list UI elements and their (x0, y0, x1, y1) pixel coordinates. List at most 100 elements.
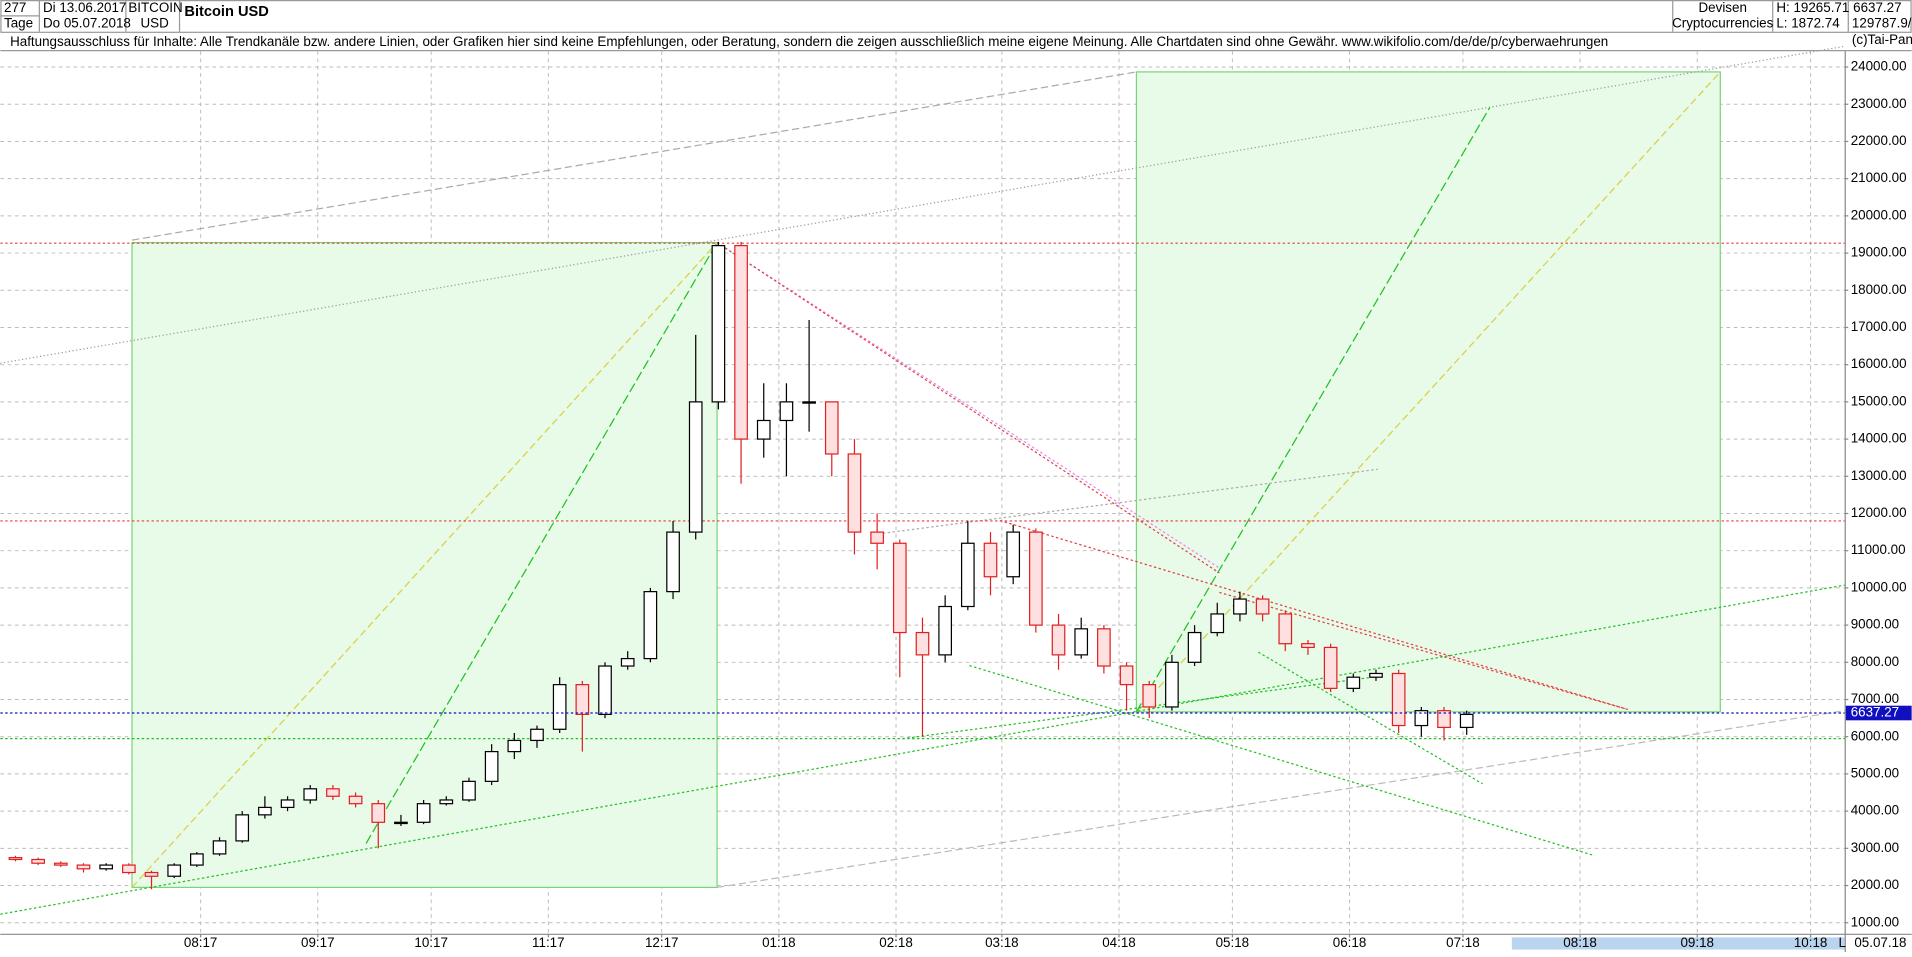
subgroup: Cryptocurrencies (1672, 15, 1774, 30)
x-tick-label: 01:18 (762, 935, 796, 950)
x-tick-label: 08:17 (184, 935, 218, 950)
candle-body (666, 531, 680, 593)
x-tick-label: 04:18 (1102, 935, 1136, 950)
y-tick-label: 1000.00 (1851, 914, 1899, 929)
candle-body (915, 631, 930, 656)
candle-body (870, 531, 884, 544)
candle-body (167, 864, 182, 877)
currency: USD (141, 15, 170, 30)
x-tick-label: 07:18 (1446, 935, 1480, 950)
candle-body (507, 739, 522, 753)
y-tick-label: 14000.00 (1851, 431, 1907, 446)
x-tick-label: 11:17 (532, 935, 565, 950)
candle-body (8, 857, 23, 861)
candle-body (1097, 628, 1111, 667)
candle-body (31, 858, 45, 864)
candle-body (1369, 672, 1383, 678)
candle-body (734, 245, 748, 440)
candle-body (1346, 676, 1361, 689)
candle-body (258, 806, 272, 816)
candle-body (1165, 661, 1179, 708)
y-tick-label: 22000.00 (1851, 133, 1907, 148)
candle-body (824, 401, 839, 455)
candle-body (53, 862, 68, 866)
y-tick-label: 6000.00 (1851, 728, 1899, 743)
period[interactable]: Tage (4, 15, 33, 30)
x-tick-label: 09:17 (301, 935, 335, 950)
x-tick-label: 02:18 (879, 935, 913, 950)
count[interactable]: 277 (4, 0, 26, 15)
candle-body (1414, 710, 1429, 727)
header-last: 6637.27 (1853, 0, 1901, 15)
symbol: BITCOIN (128, 0, 182, 15)
candle-body (892, 542, 907, 634)
candle-body (1051, 624, 1066, 656)
y-tick-label: 3000.00 (1851, 840, 1899, 855)
y-tick-label: 13000.00 (1851, 468, 1907, 483)
y-tick-label: 11000.00 (1851, 542, 1906, 557)
y-tick-label: 16000.00 (1851, 356, 1907, 371)
candle-body (416, 803, 431, 823)
candle-body (348, 795, 363, 805)
candle-body (212, 840, 227, 855)
x-tick-label: 10:17 (414, 935, 448, 950)
candle-body (303, 788, 318, 801)
y-tick-label: 19000.00 (1851, 245, 1907, 260)
candle-body (1187, 631, 1202, 663)
candle-body (1210, 613, 1225, 634)
candle-body (1233, 598, 1247, 615)
date-from: Di 13.06.2017 (43, 0, 126, 15)
y-tick-label: 24000.00 (1851, 59, 1907, 74)
y-tick-label: 10000.00 (1851, 579, 1907, 594)
y-tick-label: 4000.00 (1851, 803, 1899, 818)
y-tick-label: 5000.00 (1851, 765, 1899, 780)
candle-body (575, 684, 590, 716)
header (0, 0, 1912, 52)
x-tick-label: 06:18 (1333, 935, 1367, 950)
footer-date: 05.07.18 (1854, 935, 1906, 950)
candle-body (280, 799, 295, 809)
future-range (1511, 937, 1845, 950)
candle-body (598, 665, 612, 716)
candle-body (1029, 531, 1043, 626)
copyright: (c)Tai-Pan (1852, 32, 1912, 47)
candle-body (1437, 710, 1451, 729)
header-high: H: 19265.71 (1776, 0, 1849, 15)
instrument: Bitcoin USD (184, 4, 268, 20)
x-tick-label: 05:18 (1216, 935, 1250, 950)
candle-body (76, 864, 91, 870)
y-tick-label: 2000.00 (1851, 877, 1899, 892)
candle-body (643, 591, 658, 660)
y-tick-label: 12000.00 (1851, 505, 1907, 520)
x-tick-label: 03:18 (985, 935, 1019, 950)
header-volume: 129787.9/ (1852, 15, 1912, 30)
y-tick-label: 8000.00 (1851, 654, 1899, 669)
candle-body (756, 419, 771, 440)
candle-body (1278, 613, 1293, 645)
last-price-box (1845, 705, 1912, 721)
candle-body (1391, 672, 1406, 727)
y-tick-label: 23000.00 (1851, 96, 1907, 111)
candle-body (711, 245, 726, 403)
candle-body (1459, 713, 1474, 729)
group: Devisen (1699, 0, 1747, 15)
y-tick-label: 20000.00 (1851, 207, 1907, 222)
candle-body (1301, 643, 1315, 649)
candle-body (847, 453, 862, 533)
candle-body (1255, 598, 1270, 615)
candle-body (938, 605, 952, 656)
trend-lines (0, 45, 1845, 915)
candle-body (326, 788, 340, 797)
candle-body (688, 401, 703, 533)
y-tick-label: 9000.00 (1851, 617, 1899, 632)
candle-body (1323, 646, 1338, 689)
x-tick-label: 10:18 (1794, 935, 1828, 950)
x-tick-label: 12:17 (645, 935, 679, 950)
date-to: Do 05.07.2018 (43, 15, 131, 30)
disclaimer: Haftungsausschluss für Inhalte: Alle Tre… (10, 34, 1608, 49)
candle-body (462, 780, 476, 801)
footer-mode: L (1839, 935, 1846, 950)
candle-body (530, 728, 544, 742)
candle-body (190, 853, 204, 866)
